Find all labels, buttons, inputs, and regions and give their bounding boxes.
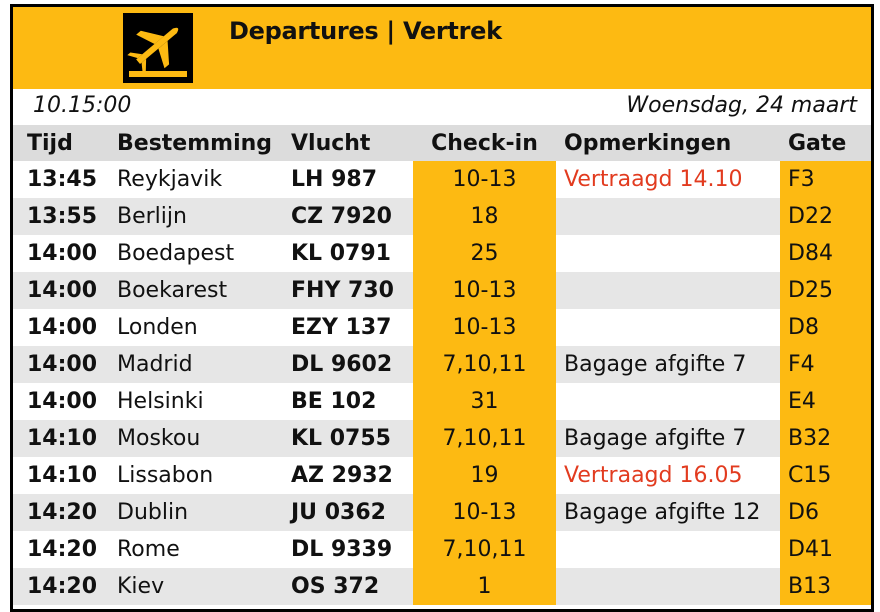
remark-cell: Bagage afgifte 12	[556, 494, 780, 531]
flight-number-cell: KL 0755	[283, 420, 413, 457]
column-header-time: Tijd	[13, 125, 109, 161]
gate-cell: F4	[780, 346, 871, 383]
departures-board: Departures | Vertrek 10.15:00 Woensdag, …	[10, 4, 874, 612]
destination-cell: Lissabon	[109, 457, 283, 494]
gate-cell: E4	[780, 383, 871, 420]
column-header-destination: Bestemming	[109, 125, 283, 161]
departure-time-cell: 14:20	[13, 494, 109, 531]
checkin-desks-cell: 10-13	[413, 494, 556, 531]
airplane-departure-icon	[123, 13, 193, 83]
checkin-desks-cell: 31	[413, 383, 556, 420]
checkin-desks-cell: 18	[413, 198, 556, 235]
departure-time-cell: 14:20	[13, 531, 109, 568]
flight-number-cell: KL 0791	[283, 235, 413, 272]
board-title: Departures | Vertrek	[229, 17, 502, 45]
departure-time-cell: 14:10	[13, 420, 109, 457]
gate-cell: F3	[780, 161, 871, 198]
table-row: 14:00 Helsinki BE 102 31 E4	[13, 383, 871, 420]
table-row: 14:10 Moskou KL 0755 7,10,11 Bagage afgifte …	[13, 420, 871, 457]
checkin-desks-cell: 25	[413, 235, 556, 272]
flight-number-cell: DL 9602	[283, 346, 413, 383]
departure-time-cell: 14:00	[13, 272, 109, 309]
destination-cell: Dublin	[109, 494, 283, 531]
checkin-desks-cell: 19	[413, 457, 556, 494]
table-row: 13:45 Reykjavik LH 987 10-13 Vertraagd 14.10…	[13, 161, 871, 198]
gate-cell: B13	[780, 568, 871, 605]
gate-cell: D84	[780, 235, 871, 272]
table-row: 14:00 Londen EZY 137 10-13 D8	[13, 309, 871, 346]
flight-number-cell: EZY 137	[283, 309, 413, 346]
destination-cell: Helsinki	[109, 383, 283, 420]
checkin-desks-cell: 7,10,11	[413, 420, 556, 457]
table-row: 14:20 Kiev OS 372 1 B13	[13, 568, 871, 605]
checkin-desks-cell: 7,10,11	[413, 531, 556, 568]
table-row: 14:10 Lissabon AZ 2932 19 Vertraagd 16.05 C15	[13, 457, 871, 494]
departure-time-cell: 14:00	[13, 346, 109, 383]
departure-time-cell: 14:00	[13, 383, 109, 420]
remark-cell	[556, 309, 780, 346]
table-row: 14:00 Madrid DL 9602 7,10,11 Bagage afgifte …	[13, 346, 871, 383]
table-header-row: Tijd Bestemming Vlucht Check-in Opmerkin…	[13, 125, 871, 161]
checkin-desks-cell: 10-13	[413, 272, 556, 309]
board-header: Departures | Vertrek	[13, 7, 871, 89]
gate-cell: D8	[780, 309, 871, 346]
flight-number-cell: AZ 2932	[283, 457, 413, 494]
destination-cell: Londen	[109, 309, 283, 346]
departure-time-cell: 14:10	[13, 457, 109, 494]
current-date: Woensdag, 24 maart	[626, 93, 857, 118]
destination-cell: Boekarest	[109, 272, 283, 309]
column-header-flight: Vlucht	[283, 125, 413, 161]
checkin-desks-cell: 10-13	[413, 309, 556, 346]
gate-cell: C15	[780, 457, 871, 494]
departure-time-cell: 13:45	[13, 161, 109, 198]
departure-time-cell: 14:00	[13, 235, 109, 272]
remark-cell	[556, 235, 780, 272]
remark-cell: Vertraagd 16.05	[556, 457, 780, 494]
column-header-checkin: Check-in	[413, 125, 556, 161]
departure-time-cell: 14:00	[13, 309, 109, 346]
checkin-desks-cell: 10-13	[413, 161, 556, 198]
remark-cell: Vertraagd 14.10	[556, 161, 780, 198]
flight-number-cell: CZ 7920	[283, 198, 413, 235]
destination-cell: Berlijn	[109, 198, 283, 235]
table-row: 14:00 Boedapest KL 0791 25 D84	[13, 235, 871, 272]
destination-cell: Boedapest	[109, 235, 283, 272]
remark-cell: Bagage afgifte 7	[556, 346, 780, 383]
table-row: 14:20 Dublin JU 0362 10-13 Bagage afgifte 12…	[13, 494, 871, 531]
checkin-desks-cell: 1	[413, 568, 556, 605]
departure-time-cell: 13:55	[13, 198, 109, 235]
remark-cell	[556, 272, 780, 309]
departure-time-cell: 14:20	[13, 568, 109, 605]
remark-cell	[556, 198, 780, 235]
column-header-gate: Gate	[780, 125, 871, 161]
gate-cell: D41	[780, 531, 871, 568]
flight-number-cell: DL 9339	[283, 531, 413, 568]
gate-cell: B32	[780, 420, 871, 457]
destination-cell: Moskou	[109, 420, 283, 457]
remark-cell	[556, 531, 780, 568]
table-row: 13:55 Berlijn CZ 7920 18 D22	[13, 198, 871, 235]
departures-table: Tijd Bestemming Vlucht Check-in Opmerkin…	[13, 125, 871, 605]
gate-cell: D22	[780, 198, 871, 235]
destination-cell: Madrid	[109, 346, 283, 383]
destination-cell: Reykjavik	[109, 161, 283, 198]
gate-cell: D25	[780, 272, 871, 309]
gate-cell: D6	[780, 494, 871, 531]
remark-cell	[556, 568, 780, 605]
table-row: 14:20 Rome DL 9339 7,10,11 D41	[13, 531, 871, 568]
destination-cell: Kiev	[109, 568, 283, 605]
checkin-desks-cell: 7,10,11	[413, 346, 556, 383]
flight-number-cell: LH 987	[283, 161, 413, 198]
column-header-remarks: Opmerkingen	[556, 125, 780, 161]
status-bar: 10.15:00 Woensdag, 24 maart	[13, 89, 871, 125]
destination-cell: Rome	[109, 531, 283, 568]
flight-number-cell: BE 102	[283, 383, 413, 420]
remark-cell: Bagage afgifte 7	[556, 420, 780, 457]
remark-cell	[556, 383, 780, 420]
table-row: 14:00 Boekarest FHY 730 10-13 D25	[13, 272, 871, 309]
flight-number-cell: OS 372	[283, 568, 413, 605]
flight-number-cell: FHY 730	[283, 272, 413, 309]
flight-number-cell: JU 0362	[283, 494, 413, 531]
current-time: 10.15:00	[33, 93, 132, 118]
